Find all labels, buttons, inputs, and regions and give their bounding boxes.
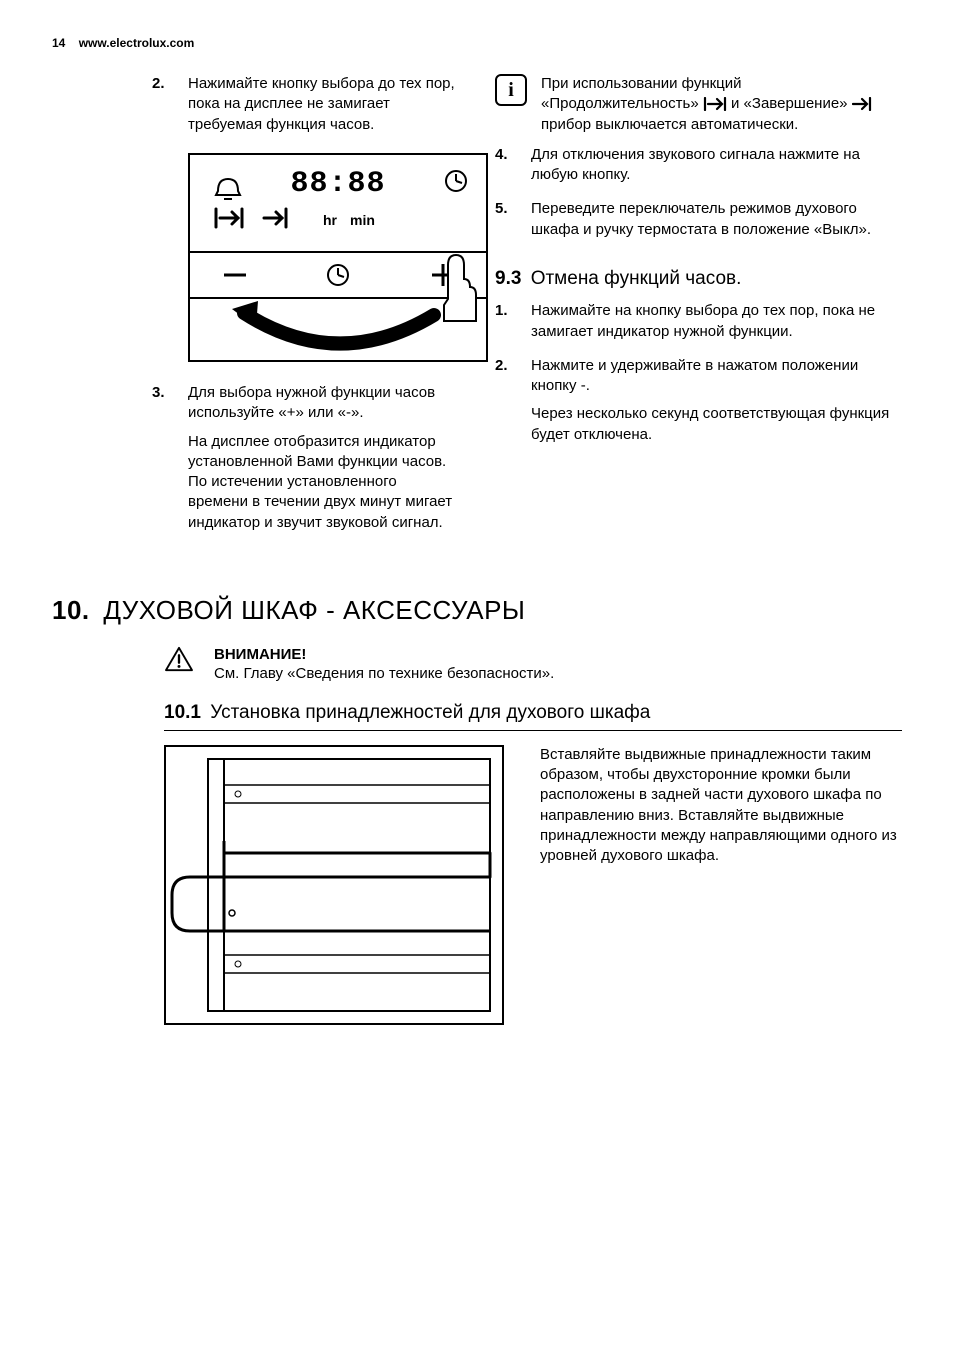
figure-control-panel: 88:88 — [52, 153, 459, 369]
list-item: 4. Для отключения звукового сигнала нажм… — [495, 145, 902, 194]
paragraph: Нажимайте на кнопку выбора до тех пор, п… — [531, 301, 902, 342]
min-label: min — [350, 212, 375, 228]
horizontal-rule — [164, 730, 902, 731]
warning-icon — [164, 646, 194, 672]
display-digits: 88:88 — [290, 167, 385, 201]
right-column: i При использовании функций «Продолжител… — [495, 74, 902, 547]
header-url: www.electrolux.com — [79, 36, 195, 50]
subhead-number: 9.3 — [495, 268, 521, 289]
list-body: Переведите переключатель режимов духовог… — [531, 199, 902, 248]
text-fragment: прибор выключается автоматически. — [541, 116, 798, 133]
list-body: Нажимайте кнопку выбора до тех пор, пока… — [188, 74, 459, 143]
list-item: 2. Нажмите и удерживайте в нажатом полож… — [495, 356, 902, 453]
heading-title: ДУХОВОЙ ШКАФ - АКСЕССУАРЫ — [103, 595, 525, 625]
list-marker: 4. — [495, 145, 531, 194]
subhead-number: 10.1 — [164, 702, 201, 723]
control-panel-svg: 88:88 — [188, 153, 488, 363]
list-marker: 5. — [495, 199, 531, 248]
paragraph: Нажимайте кнопку выбора до тех пор, пока… — [188, 74, 459, 135]
heading-10: 10. ДУХОВОЙ ШКАФ - АКСЕССУАРЫ — [52, 595, 902, 626]
paragraph: Переведите переключатель режимов духовог… — [531, 199, 902, 240]
paragraph: Вставляйте выдвижные принадлежности таки… — [540, 746, 897, 864]
text-fragment: и «Завершение» — [731, 95, 852, 112]
list-body: Нажимайте на кнопку выбора до тех пор, п… — [531, 301, 902, 350]
warning-title: ВНИМАНИЕ! — [214, 646, 554, 663]
list-body: Для выбора нужной функции часов использу… — [188, 383, 459, 541]
two-column-region: 2. Нажимайте кнопку выбора до тех пор, п… — [52, 74, 902, 547]
warning-body: ВНИМАНИЕ! См. Главу «Сведения по технике… — [214, 646, 554, 682]
list-item: 1. Нажимайте на кнопку выбора до тех пор… — [495, 301, 902, 350]
list-item: 2. Нажимайте кнопку выбора до тех пор, п… — [52, 74, 459, 143]
figure-text-row: Вставляйте выдвижные принадлежности таки… — [52, 745, 902, 1030]
running-header: 14 www.electrolux.com — [52, 36, 902, 50]
left-column: 2. Нажимайте кнопку выбора до тех пор, п… — [52, 74, 459, 547]
info-text: При использовании функций «Продолжительн… — [541, 74, 902, 135]
paragraph: Через несколько секунд соответствующая ф… — [531, 404, 902, 445]
list-marker: 1. — [495, 301, 531, 350]
paragraph: Для выбора нужной функции часов использу… — [188, 383, 459, 424]
paragraph: Для отключения звукового сигнала нажмите… — [531, 145, 902, 186]
list-marker: 2. — [152, 74, 188, 143]
duration-icon — [703, 97, 727, 111]
subheading-9-3: 9.3 Отмена функций часов. — [495, 266, 902, 292]
subhead-title: Отмена функций часов. — [531, 268, 742, 289]
figure-oven-rack — [164, 745, 504, 1030]
hr-label: hr — [323, 212, 338, 228]
page-number: 14 — [52, 36, 65, 50]
list-marker: 2. — [495, 356, 531, 453]
list-item: 5. Переведите переключатель режимов духо… — [495, 199, 902, 248]
heading-number: 10. — [52, 595, 90, 625]
figure-caption-text: Вставляйте выдвижные принадлежности таки… — [540, 745, 902, 1030]
list-marker: 3. — [152, 383, 188, 541]
info-note: i При использовании функций «Продолжител… — [495, 74, 902, 135]
list-item: 3. Для выбора нужной функции часов испол… — [52, 383, 459, 541]
subheading-10-1: 10.1 Установка принадлежностей для духов… — [164, 702, 902, 724]
page: 14 www.electrolux.com 2. Нажимайте кнопк… — [0, 0, 954, 1352]
end-icon — [852, 97, 872, 111]
list-body: Нажмите и удерживайте в нажатом положени… — [531, 356, 902, 453]
subhead-title: Установка принадлежностей для духового ш… — [210, 702, 650, 723]
warning-text: См. Главу «Сведения по технике безопасно… — [214, 665, 554, 682]
paragraph: Нажмите и удерживайте в нажатом положени… — [531, 356, 902, 397]
warning-block: ВНИМАНИЕ! См. Главу «Сведения по технике… — [52, 646, 902, 682]
paragraph: На дисплее отобразится индикатор установ… — [188, 432, 459, 533]
info-icon: i — [495, 74, 527, 106]
list-body: Для отключения звукового сигнала нажмите… — [531, 145, 902, 194]
